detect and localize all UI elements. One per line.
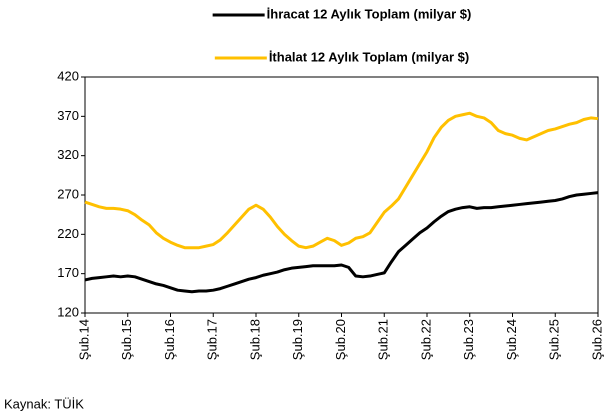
plot-frame [84,76,599,314]
y-tick-label: 120 [57,304,79,319]
x-tick-label: Şub.24 [504,319,519,360]
source-note: Kaynak: TÜİK [4,396,84,411]
x-tick-label: Şub.19 [290,319,305,360]
series-line [84,111,599,250]
y-tick-label: 420 [57,68,79,83]
y-tick-label: 220 [57,226,79,241]
x-tick-label: Şub.17 [205,319,220,360]
x-tick-label: Şub.14 [76,319,91,360]
legend-label: İhracat 12 Aylık Toplam (milyar $) [267,6,472,21]
x-tick-label: Şub.16 [162,319,177,360]
y-tick-label: 170 [57,265,79,280]
x-tick-label: Şub.26 [589,319,604,360]
x-tick-label: Şub.18 [247,319,262,360]
x-tick-label: Şub.21 [376,319,391,360]
legend-label: İthalat 12 Aylık Toplam (milyar $) [269,49,469,64]
x-tick-label: Şub.25 [547,319,562,360]
x-tick-label: Şub.20 [333,319,348,360]
y-tick-label: 370 [57,108,79,123]
x-tick-label: Şub.15 [119,319,134,360]
y-tick-label: 270 [57,186,79,201]
x-tick-label: Şub.23 [461,319,476,360]
series-line [84,191,599,294]
x-tick-label: Şub.22 [418,319,433,360]
y-tick-label: 320 [57,147,79,162]
